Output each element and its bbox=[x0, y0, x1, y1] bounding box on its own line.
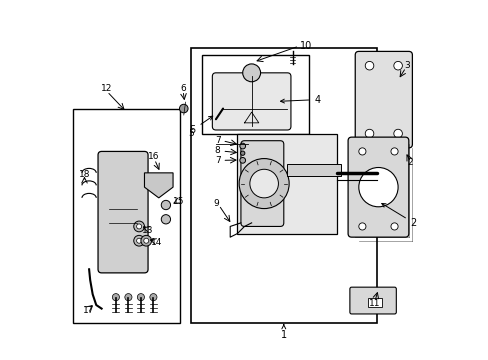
Polygon shape bbox=[144, 173, 173, 198]
Circle shape bbox=[149, 294, 157, 301]
Circle shape bbox=[393, 62, 402, 70]
Text: 10: 10 bbox=[299, 41, 311, 51]
Text: 4: 4 bbox=[280, 95, 320, 105]
Text: 6: 6 bbox=[180, 84, 185, 93]
Text: 5: 5 bbox=[188, 129, 193, 138]
Text: 18: 18 bbox=[79, 170, 90, 179]
Circle shape bbox=[358, 223, 365, 230]
Circle shape bbox=[365, 62, 373, 70]
Circle shape bbox=[161, 215, 170, 224]
FancyBboxPatch shape bbox=[98, 152, 148, 273]
Bar bbox=[190, 48, 376, 323]
Text: 1: 1 bbox=[280, 325, 286, 341]
Text: 16: 16 bbox=[147, 152, 159, 161]
Circle shape bbox=[240, 157, 245, 163]
Text: 3: 3 bbox=[404, 61, 409, 70]
Text: 9: 9 bbox=[213, 199, 218, 208]
Circle shape bbox=[134, 221, 144, 232]
Text: 5: 5 bbox=[189, 116, 212, 135]
Circle shape bbox=[358, 167, 397, 207]
Text: 15: 15 bbox=[172, 197, 184, 206]
Circle shape bbox=[136, 224, 142, 229]
Circle shape bbox=[136, 238, 142, 243]
Circle shape bbox=[161, 201, 170, 210]
Circle shape bbox=[249, 169, 278, 198]
Bar bbox=[73, 109, 180, 323]
Circle shape bbox=[242, 64, 260, 82]
Circle shape bbox=[179, 104, 188, 113]
Circle shape bbox=[137, 294, 144, 301]
Bar bbox=[201, 55, 308, 134]
Circle shape bbox=[134, 235, 144, 246]
FancyBboxPatch shape bbox=[212, 73, 290, 130]
Text: 11: 11 bbox=[368, 299, 380, 308]
FancyBboxPatch shape bbox=[349, 287, 395, 314]
Bar bbox=[237, 134, 337, 234]
Circle shape bbox=[240, 143, 245, 149]
Text: 7: 7 bbox=[214, 136, 220, 145]
FancyBboxPatch shape bbox=[354, 51, 411, 148]
Circle shape bbox=[239, 158, 288, 208]
Circle shape bbox=[390, 148, 397, 155]
Circle shape bbox=[143, 238, 148, 243]
Text: 2: 2 bbox=[381, 203, 416, 228]
Circle shape bbox=[390, 223, 397, 230]
Circle shape bbox=[358, 148, 365, 155]
Circle shape bbox=[393, 129, 402, 138]
Circle shape bbox=[141, 235, 151, 246]
Text: 17: 17 bbox=[82, 306, 94, 315]
Text: 8: 8 bbox=[214, 146, 220, 155]
Text: 13: 13 bbox=[142, 225, 154, 234]
Bar bbox=[367, 298, 381, 307]
Circle shape bbox=[240, 151, 244, 156]
Text: 7: 7 bbox=[214, 156, 220, 165]
Text: 14: 14 bbox=[151, 238, 163, 247]
Circle shape bbox=[365, 129, 373, 138]
FancyBboxPatch shape bbox=[347, 137, 408, 237]
Circle shape bbox=[112, 294, 119, 301]
Text: 2: 2 bbox=[407, 158, 412, 167]
Text: 12: 12 bbox=[101, 84, 112, 93]
Bar bbox=[287, 164, 340, 176]
Circle shape bbox=[124, 294, 132, 301]
FancyBboxPatch shape bbox=[241, 141, 283, 226]
